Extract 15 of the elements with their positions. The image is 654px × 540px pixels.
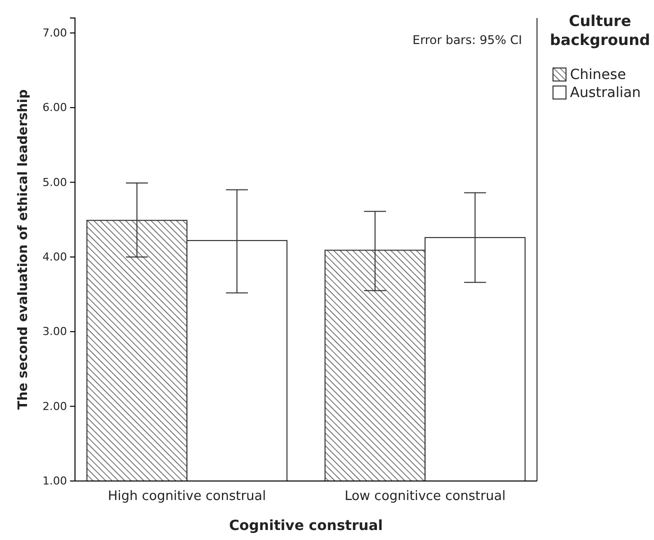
y-tick-label: 6.00 <box>42 101 67 114</box>
y-tick-label: 1.00 <box>42 474 67 488</box>
x-axis-title: Cognitive construal <box>229 518 383 534</box>
legend-label: Chinese <box>570 67 626 83</box>
y-axis-title: The second evaluation of ethical leadership <box>16 89 31 410</box>
y-tick-label: 4.00 <box>42 250 67 264</box>
y-tick-label: 2.00 <box>42 400 67 413</box>
y-tick-label: 7.00 <box>42 26 67 40</box>
y-tick-label: 3.00 <box>42 325 67 338</box>
legend-title: Culture background <box>550 12 650 49</box>
annotation: Error bars: 95% CI <box>412 33 522 47</box>
legend-label: Australian <box>570 85 641 101</box>
x-tick-label: Low cognitivce construal <box>344 489 506 504</box>
x-tick-label: High cognitive construal <box>108 489 266 504</box>
y-tick-label: 5.00 <box>42 176 67 189</box>
